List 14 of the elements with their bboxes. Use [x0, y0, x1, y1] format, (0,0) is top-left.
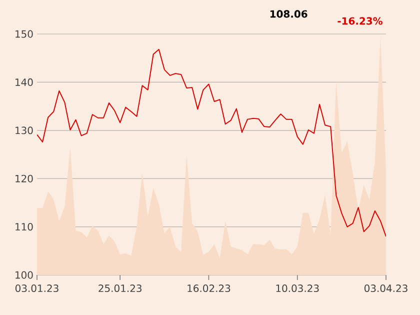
text: 108.06	[270, 10, 308, 18]
y-tick-label: 150	[16, 30, 33, 38]
text: -16.23%	[338, 17, 382, 25]
y-tick-label: 130	[16, 126, 33, 134]
y-tick-label: 140	[16, 78, 33, 86]
x-tick-label: 25.01.23	[98, 284, 142, 292]
y-tick-label: 120	[16, 174, 33, 182]
x-tick-label: 03.01.23	[15, 284, 58, 292]
x-tick-label: 10.03.23	[276, 284, 319, 292]
x-tick-label: 03.04.23	[364, 284, 408, 292]
y-tick-label: 100	[16, 271, 33, 279]
line-series	[37, 48, 386, 237]
x-tick-label: 16.02.23	[188, 284, 230, 292]
y-tick-label: 110	[16, 223, 33, 231]
